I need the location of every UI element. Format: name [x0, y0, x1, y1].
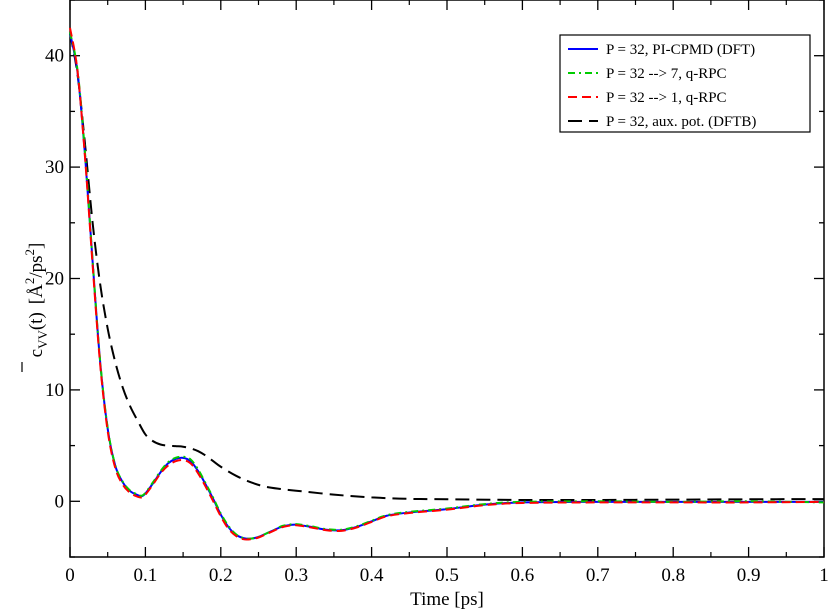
x-tick-label: 0.1 [134, 565, 158, 586]
y-axis-unit-angstrom: Å [26, 284, 47, 298]
legend-box [559, 34, 811, 133]
y-tick-label: 40 [45, 46, 64, 67]
y-tick-label: 0 [55, 491, 65, 512]
y-axis-unit-sup2: 2 [22, 249, 37, 256]
y-axis-unit-open: [ [26, 298, 47, 304]
legend-label-2: P = 32 --> 7, q-RPC [606, 66, 727, 82]
y-tick-label: 10 [45, 380, 64, 401]
x-tick-label: 0.4 [360, 565, 384, 586]
y-tick-label: 30 [45, 157, 64, 178]
y-axis-unit-mid: /ps [26, 255, 47, 277]
x-tick-label: 0.9 [737, 565, 761, 586]
svg-text:cVV(t)[Å2/ps2]: cVV(t)[Å2/ps2] [22, 243, 50, 358]
x-tick-label: 0.7 [586, 565, 610, 586]
series-line-4 [69, 33, 825, 502]
x-tick-label: 1 [819, 565, 829, 586]
y-axis-unit-sup1: 2 [22, 278, 37, 285]
legend: P = 32, PI-CPMD (DFT) P = 32 --> 7, q-RPC… [559, 34, 811, 133]
y-axis-title: cVV(t)[Å2/ps2] [22, 243, 50, 358]
series-line-2 [69, 32, 825, 540]
legend-items: P = 32, PI-CPMD (DFT) P = 32 --> 7, q-RPC… [568, 42, 756, 130]
y-axis-title-arg: (t) [26, 312, 47, 330]
x-tick-label: 0.6 [511, 565, 535, 586]
x-tick-label: 0 [65, 565, 75, 586]
legend-label-3: P = 32 --> 1, q-RPC [606, 90, 727, 106]
series-lines [69, 27, 825, 541]
legend-label-1: P = 32, PI-CPMD (DFT) [606, 42, 755, 58]
y-axis-unit-close: ] [26, 243, 47, 249]
y-axis-title-base: c [26, 349, 47, 357]
x-tick-label: 0.2 [209, 565, 233, 586]
x-tick-label: 0.8 [661, 565, 685, 586]
y-axis-title-sub: VV [35, 330, 50, 349]
x-axis-title: Time [ps] [410, 589, 484, 610]
x-tick-label: 0.5 [435, 565, 459, 586]
y-tick-label: 20 [45, 269, 64, 290]
x-tick-label: 0.3 [284, 565, 308, 586]
series-line-1 [69, 33, 824, 540]
legend-label-4: P = 32, aux. pot. (DFTB) [606, 114, 756, 130]
